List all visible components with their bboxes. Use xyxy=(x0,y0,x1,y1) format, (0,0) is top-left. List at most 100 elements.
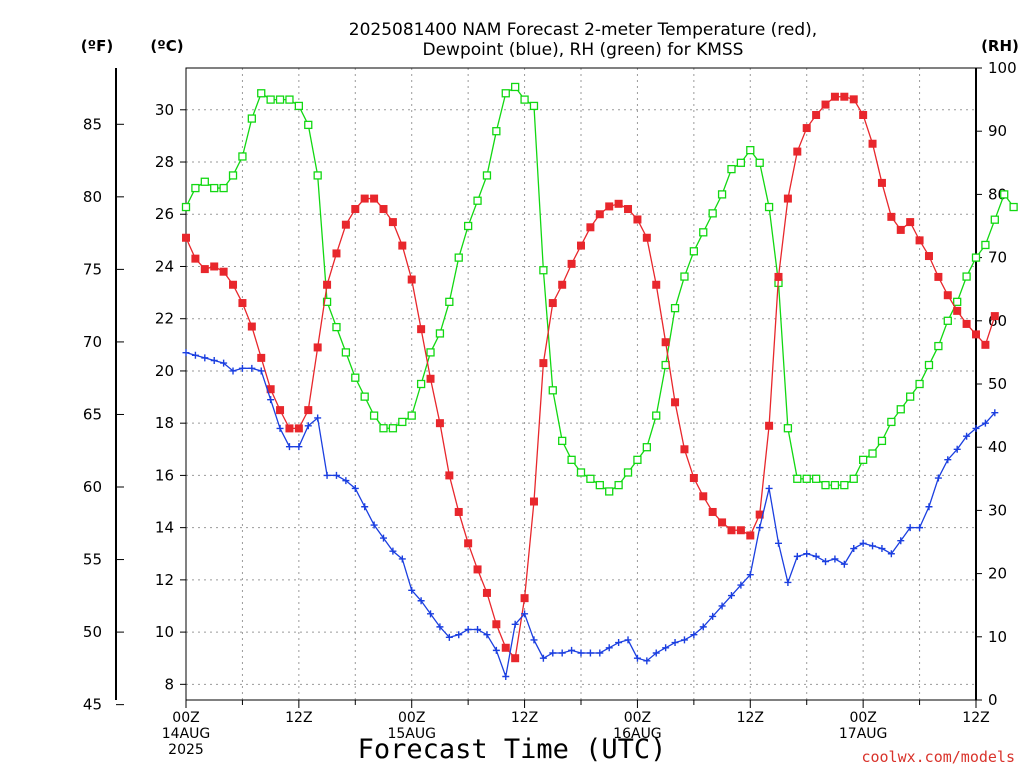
celsius-tick-label: 22 xyxy=(155,310,174,328)
temperature-point xyxy=(482,588,491,597)
dewpoint-point xyxy=(605,644,613,652)
rh-point xyxy=(924,360,934,370)
temperature-point xyxy=(906,218,915,227)
temperature-point xyxy=(567,259,576,268)
fahrenheit-tick-label: 75 xyxy=(83,260,102,278)
rh-point xyxy=(191,183,200,193)
dewpoint-point xyxy=(840,560,848,568)
dewpoint-point xyxy=(718,602,726,610)
rh-point xyxy=(830,480,840,490)
rh-point xyxy=(473,196,482,205)
temperature-point xyxy=(859,111,868,120)
dewpoint-point xyxy=(643,657,651,665)
rh-tick-label: 70 xyxy=(988,249,1007,267)
dewpoint-point xyxy=(690,631,698,639)
temperature-point xyxy=(849,95,858,104)
dewpoint-point xyxy=(981,419,989,427)
dewpoint-point xyxy=(831,555,839,563)
rh-point xyxy=(840,480,849,490)
fahrenheit-tick-label: 60 xyxy=(83,478,102,496)
rh-point xyxy=(595,480,604,490)
celsius-unit-label: (ºC) xyxy=(150,37,183,55)
temperature-point xyxy=(605,202,614,211)
dewpoint-point xyxy=(502,672,510,680)
temperature-point xyxy=(642,233,651,242)
rh-point xyxy=(661,360,670,370)
x-tick-label: 17AUG xyxy=(839,726,888,742)
rh-point xyxy=(275,95,285,104)
dewpoint-point xyxy=(445,633,453,641)
x-tick-label: 14AUG xyxy=(162,726,211,742)
temperature-point xyxy=(501,643,510,652)
fahrenheit-tick-group: 45 50 55 60 65 70 75 80 85 xyxy=(83,115,124,714)
temperature-point xyxy=(360,194,369,203)
dewpoint-point xyxy=(916,524,924,532)
rh-point xyxy=(416,379,426,389)
temperature-point xyxy=(718,518,727,527)
rh-point xyxy=(501,89,510,98)
rh-point xyxy=(915,379,924,389)
celsius-tick-label: 8 xyxy=(164,675,174,693)
dewpoint-point xyxy=(417,597,425,605)
temperature-point xyxy=(445,471,454,480)
dewpoint-point xyxy=(680,636,688,644)
temperature-point xyxy=(210,262,219,271)
temperature-point xyxy=(680,445,689,454)
dewpoint-point xyxy=(389,547,397,555)
rh-point xyxy=(266,95,275,104)
rh-unit-label: (RH) xyxy=(981,37,1019,55)
x-axis-label: Forecast Time (UTC) xyxy=(358,734,667,765)
dewpoint-point xyxy=(492,646,500,654)
dewpoint-point xyxy=(869,542,877,550)
temperature-point xyxy=(708,507,717,516)
rh-tick-label: 0 xyxy=(988,691,998,709)
rh-point xyxy=(727,164,736,174)
temperature-point xyxy=(652,280,661,289)
dewpoint-point xyxy=(191,351,199,359)
celsius-tick-label: 12 xyxy=(155,571,174,589)
rh-point xyxy=(633,455,642,464)
grid-lines xyxy=(185,68,977,700)
temperature-point xyxy=(586,223,595,232)
dewpoint-point xyxy=(370,521,378,529)
rh-point xyxy=(755,158,764,167)
dewpoint-point xyxy=(342,477,350,485)
rh-point xyxy=(539,266,548,275)
rh-point xyxy=(1000,190,1009,199)
x-tick-label: 00Z xyxy=(398,710,425,726)
rh-point xyxy=(313,171,322,180)
dewpoint-point xyxy=(887,550,895,558)
dewpoint-point xyxy=(586,649,594,657)
temperature-point xyxy=(558,280,567,289)
dewpoint-point xyxy=(351,484,359,492)
dewpoint-point xyxy=(530,636,538,644)
fahrenheit-tick-label: 70 xyxy=(83,333,102,351)
dewpoint-point xyxy=(765,484,773,492)
dewpoint-point xyxy=(257,367,265,375)
temperature-point xyxy=(802,124,811,133)
dewpoint-point xyxy=(972,424,980,432)
temperature-point xyxy=(821,100,830,109)
temperature-point xyxy=(332,249,341,258)
dewpoint-point xyxy=(633,654,641,662)
rh-point xyxy=(576,468,586,477)
dewpoint-point xyxy=(201,354,209,362)
temperature-point xyxy=(990,312,999,321)
rh-point xyxy=(341,348,351,357)
rh-point xyxy=(680,272,689,281)
temperature-point xyxy=(915,236,924,245)
temperature-line xyxy=(185,96,996,660)
celsius-tick-label: 18 xyxy=(155,414,174,432)
temperature-point xyxy=(830,92,839,101)
fahrenheit-tick-label: 65 xyxy=(83,405,102,423)
dewpoint-point xyxy=(295,443,303,451)
temperature-point xyxy=(492,620,501,629)
temperature-point xyxy=(341,220,350,229)
temperature-point xyxy=(746,531,755,540)
fahrenheit-tick-label: 80 xyxy=(83,188,102,206)
temperature-point xyxy=(285,424,294,433)
plot-frame xyxy=(185,67,977,701)
fahrenheit-tick-label: 50 xyxy=(83,623,102,641)
